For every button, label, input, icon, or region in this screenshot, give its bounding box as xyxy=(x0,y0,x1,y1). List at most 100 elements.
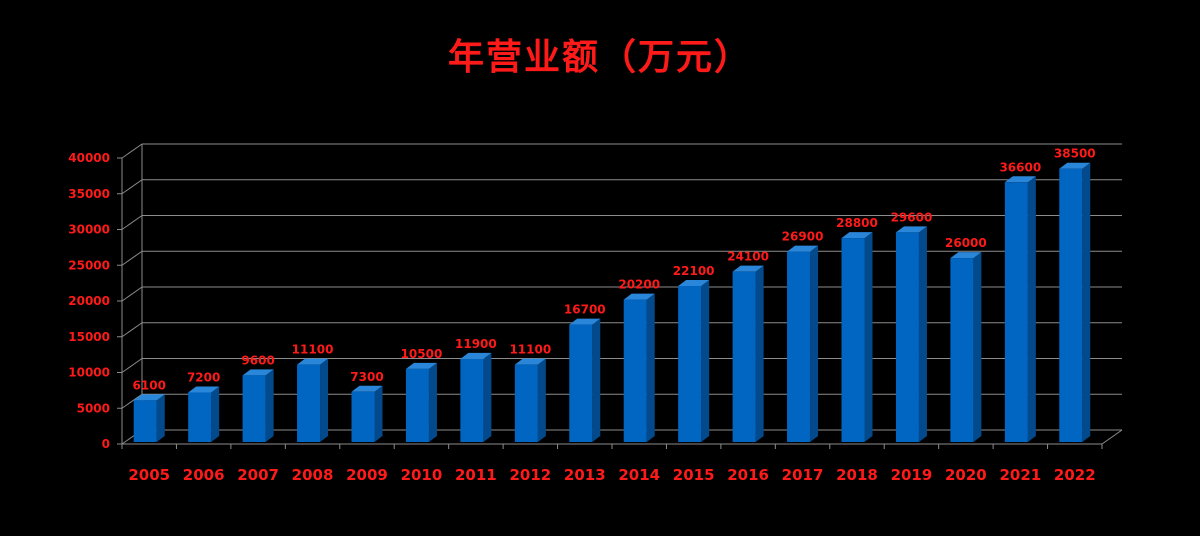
x-tick-label: 2018 xyxy=(836,466,878,484)
data-label: 22100 xyxy=(673,264,715,278)
chart-title: 年营业额（万元） xyxy=(447,37,752,78)
data-label: 29600 xyxy=(891,210,933,224)
bar xyxy=(514,364,538,442)
bar-side xyxy=(320,358,329,442)
bar-side xyxy=(374,385,383,442)
bar xyxy=(678,285,702,442)
data-label: 36600 xyxy=(999,160,1041,174)
bar xyxy=(841,238,865,442)
data-label: 16700 xyxy=(564,303,606,317)
bar xyxy=(569,324,593,442)
data-label: 11100 xyxy=(509,343,551,357)
y-tick-label: 25000 xyxy=(68,258,110,272)
x-tick-label: 2010 xyxy=(401,466,443,484)
bar xyxy=(133,400,157,442)
data-label: 11100 xyxy=(292,343,334,357)
bar-side xyxy=(918,226,927,442)
x-tick-label: 2017 xyxy=(782,466,824,484)
data-label: 24100 xyxy=(727,250,769,264)
x-tick-label: 2022 xyxy=(1054,466,1096,484)
bar xyxy=(188,392,212,442)
data-label: 7300 xyxy=(350,370,383,384)
gridline-side xyxy=(121,322,143,338)
y-tick-label: 15000 xyxy=(68,330,110,344)
bar xyxy=(895,232,919,442)
bar-top xyxy=(895,226,927,233)
x-tick-label: 2005 xyxy=(128,466,170,484)
bar-top xyxy=(514,358,546,365)
bar-top xyxy=(460,352,492,359)
bar-side xyxy=(211,386,220,442)
x-tick-label: 2006 xyxy=(183,466,225,484)
y-tick-label: 40000 xyxy=(68,151,110,165)
gridline-side xyxy=(121,215,143,230)
x-tick-label: 2008 xyxy=(292,466,334,484)
bar-top xyxy=(787,245,819,252)
data-label: 38500 xyxy=(1054,147,1096,161)
x-tick-label: 2011 xyxy=(455,466,497,484)
gridline-side xyxy=(121,286,143,302)
x-tick-label: 2012 xyxy=(509,466,551,484)
bar-top xyxy=(623,293,655,300)
bar-top xyxy=(732,265,764,272)
floor-right-edge xyxy=(1101,429,1123,445)
bar xyxy=(460,358,484,442)
bar-side xyxy=(156,394,165,442)
bar-side xyxy=(1082,162,1091,442)
bar xyxy=(405,368,429,442)
data-label: 26000 xyxy=(945,236,987,250)
gridline-side xyxy=(121,393,143,409)
gridline-side xyxy=(121,179,143,195)
x-tick-label: 2013 xyxy=(564,466,606,484)
labels: 0 5000 10000 15000 20000 25000 30000 35000 40000… xyxy=(68,147,1095,484)
bar-top xyxy=(351,385,383,392)
bar-side xyxy=(810,245,819,442)
bar-side xyxy=(973,252,982,442)
bar-side xyxy=(428,362,437,442)
axes xyxy=(117,144,1123,449)
bar-side xyxy=(701,279,710,442)
bar-top xyxy=(841,232,873,239)
bar-top xyxy=(133,394,165,401)
x-tick-label: 2009 xyxy=(346,466,388,484)
bar xyxy=(1059,168,1083,442)
bar-side xyxy=(483,352,492,442)
bar xyxy=(1004,182,1028,442)
bar xyxy=(950,258,974,442)
gridline-side xyxy=(121,250,143,266)
x-tick-label: 2015 xyxy=(673,466,715,484)
bar-top xyxy=(405,362,437,369)
data-label: 26900 xyxy=(782,230,824,244)
x-tick-label: 2019 xyxy=(891,466,933,484)
bar-top xyxy=(1059,162,1091,169)
data-label: 28800 xyxy=(836,216,878,230)
bar xyxy=(297,364,321,442)
bar-top xyxy=(950,252,982,259)
y-tick-label: 10000 xyxy=(68,366,110,380)
bar-side xyxy=(537,358,546,442)
bar-top xyxy=(242,369,274,376)
x-tick-label: 2014 xyxy=(618,466,660,484)
data-label: 11900 xyxy=(455,337,497,351)
data-label: 6100 xyxy=(133,378,166,392)
bar-side xyxy=(755,265,764,442)
bar-top xyxy=(297,358,329,365)
bar xyxy=(242,375,266,442)
bar-top xyxy=(569,318,601,325)
data-label: 7200 xyxy=(187,371,220,385)
data-label: 10500 xyxy=(401,347,443,361)
x-tick-label: 2020 xyxy=(945,466,987,484)
y-tick-label: 30000 xyxy=(68,223,110,237)
bar-side xyxy=(265,369,274,442)
bar-side xyxy=(864,232,873,442)
y-tick-label: 5000 xyxy=(77,401,110,415)
gridline-side xyxy=(121,143,143,159)
y-tick-label: 0 xyxy=(102,437,110,451)
bars xyxy=(133,162,1091,442)
bar xyxy=(732,271,756,442)
bar-side xyxy=(1027,176,1036,442)
bar-top xyxy=(1004,176,1036,183)
gridline-side xyxy=(121,358,143,373)
bar xyxy=(623,299,647,442)
